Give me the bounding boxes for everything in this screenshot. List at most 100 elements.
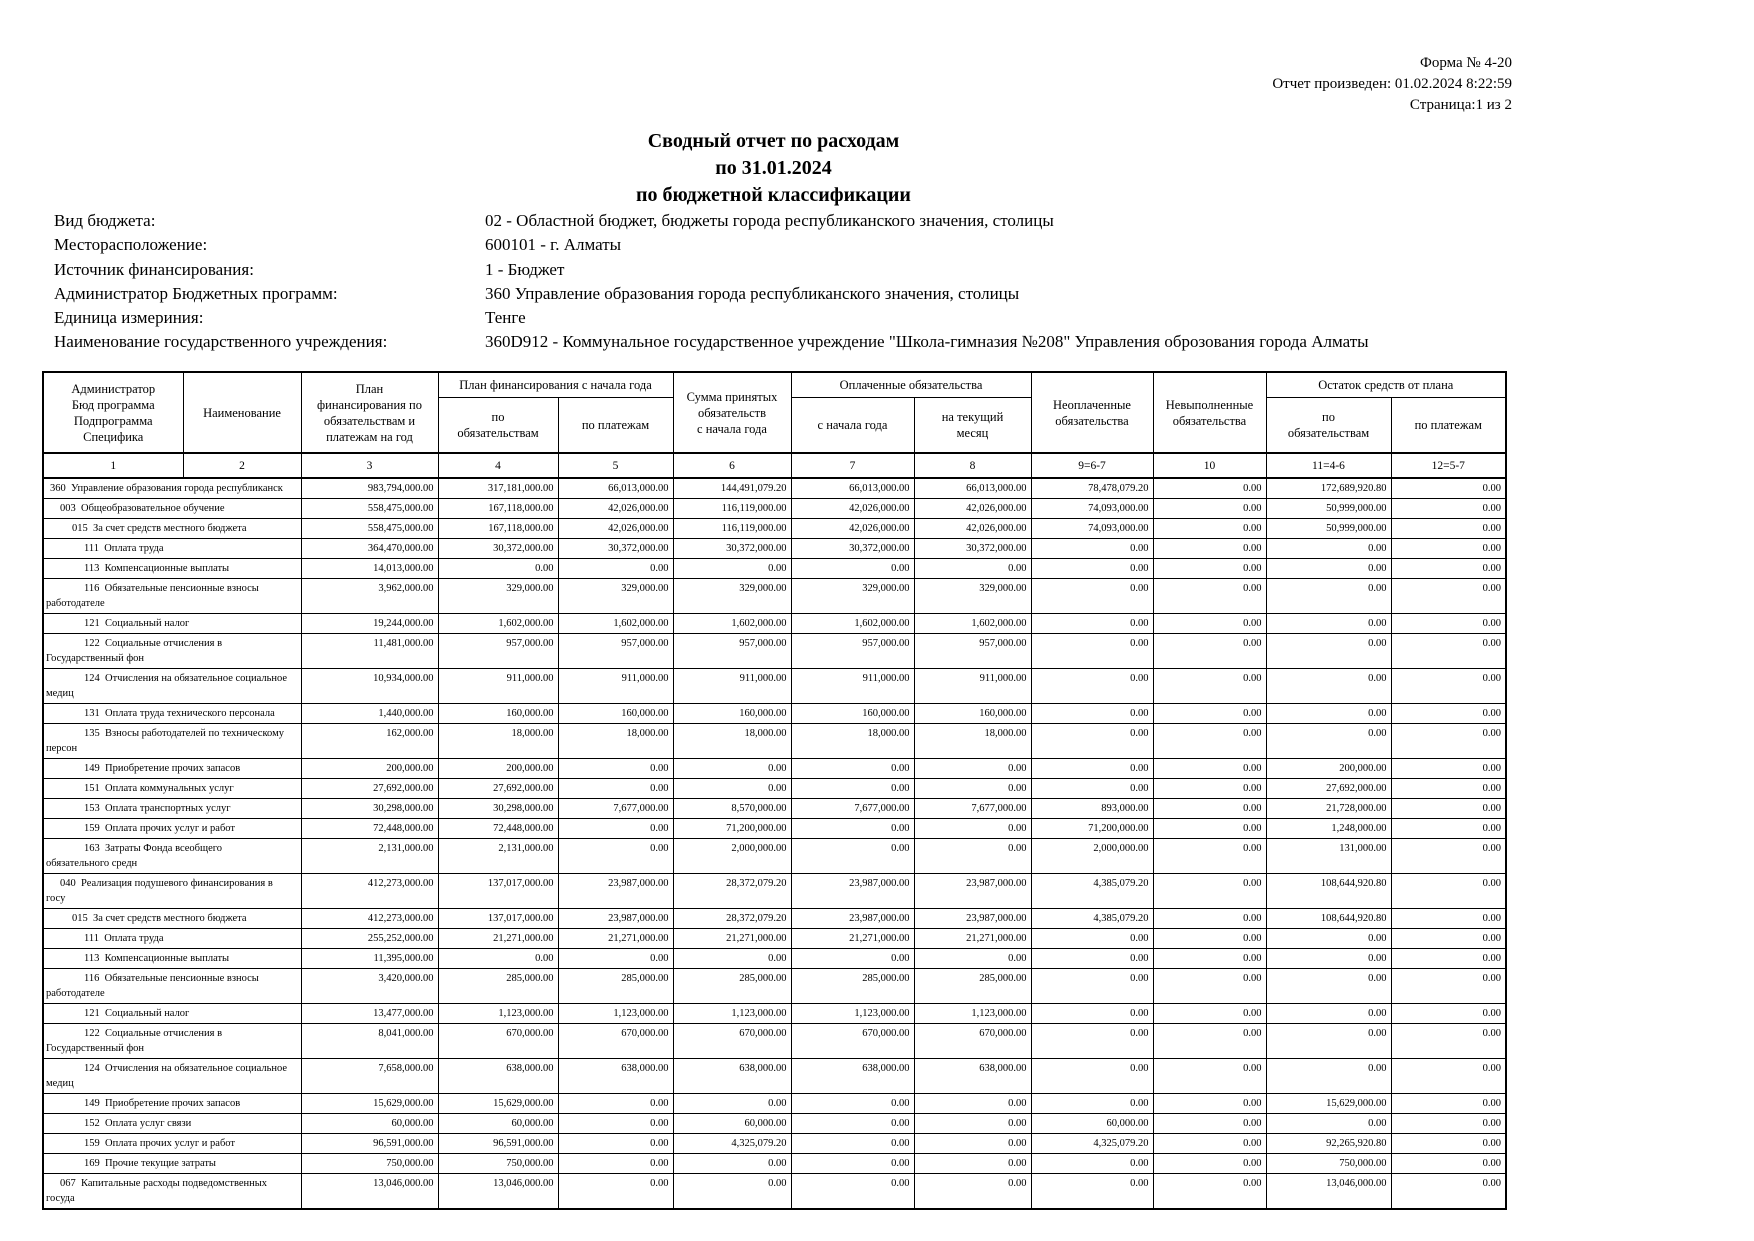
row-value: 0.00 (1265, 723, 1392, 759)
row-value: 0.00 (1152, 1058, 1267, 1094)
row-label: 121 Социальный налог (42, 1003, 302, 1024)
row-value: 0.00 (672, 948, 792, 969)
report-title: Сводный отчет по расходам по 31.01.2024 … (42, 128, 1505, 209)
row-value: 0.00 (1152, 703, 1267, 724)
row-value: 0.00 (913, 778, 1032, 799)
row-value: 0.00 (1390, 928, 1507, 949)
row-value: 0.00 (557, 1133, 674, 1154)
row-value: 4,385,079.20 (1030, 908, 1154, 929)
row-value: 7,677,000.00 (913, 798, 1032, 819)
row-value: 0.00 (1152, 668, 1267, 704)
row-value: 285,000.00 (672, 968, 792, 1004)
row-value: 0.00 (1265, 968, 1392, 1004)
col-header-paid-current-month: на текущий месяц (913, 397, 1032, 454)
table-row: 122 Социальные отчисления в Государствен… (42, 1023, 1507, 1059)
row-value: 0.00 (557, 1113, 674, 1134)
row-value: 0.00 (1152, 758, 1267, 779)
table-row: 124 Отчисления на обязательное социально… (42, 668, 1507, 704)
row-value: 13,046,000.00 (1265, 1173, 1392, 1210)
row-label: 153 Оплата транспортных услуг (42, 798, 302, 819)
form-number: Форма № 4-20 (1420, 55, 1512, 71)
row-value: 30,372,000.00 (672, 538, 792, 559)
row-value: 0.00 (672, 778, 792, 799)
row-value: 364,470,000.00 (300, 538, 439, 559)
row-label: 131 Оплата труда технического персонала (42, 703, 302, 724)
table-row: 152 Оплата услуг связи 60,000.00 60,000.00… (42, 1113, 1507, 1134)
meta-label: Источник финансирования: (54, 259, 254, 279)
row-value: 0.00 (1390, 908, 1507, 929)
col-number: 2 (182, 452, 302, 479)
row-value: 18,000.00 (557, 723, 674, 759)
col-number: 1 (42, 452, 184, 479)
row-value: 1,602,000.00 (672, 613, 792, 634)
row-value: 13,046,000.00 (300, 1173, 439, 1210)
col-header-unfulfilled: Невыполненные обязательства (1152, 371, 1267, 454)
row-value: 0.00 (1152, 908, 1267, 929)
row-label: 360 Управление образования города респуб… (42, 477, 302, 499)
col-number: 3 (300, 452, 439, 479)
row-value: 750,000.00 (1265, 1153, 1392, 1174)
row-value: 42,026,000.00 (913, 498, 1032, 519)
row-label: 135 Взносы работодателей по техническому… (42, 723, 302, 759)
row-label: 152 Оплата услуг связи (42, 1113, 302, 1134)
row-value: 21,271,000.00 (913, 928, 1032, 949)
row-value: 0.00 (790, 1173, 915, 1210)
row-value: 1,123,000.00 (913, 1003, 1032, 1024)
row-value: 8,041,000.00 (300, 1023, 439, 1059)
row-value: 4,325,079.20 (1030, 1133, 1154, 1154)
row-value: 957,000.00 (790, 633, 915, 669)
group-header-plan-ytd: План финансирования с начала года (437, 371, 674, 398)
meta-value: 600101 - г. Алматы (485, 235, 622, 255)
row-value: 0.00 (1390, 668, 1507, 704)
row-value: 2,131,000.00 (437, 838, 559, 874)
row-value: 329,000.00 (437, 578, 559, 614)
table-row: 015 За счет средств местного бюджета 412,… (42, 908, 1507, 929)
row-value: 0.00 (1390, 538, 1507, 559)
row-value: 0.00 (1390, 1133, 1507, 1154)
row-value: 911,000.00 (790, 668, 915, 704)
meta-value: 360D912 - Коммунальное государственное у… (485, 332, 1369, 352)
row-value: 0.00 (1265, 948, 1392, 969)
row-value: 1,248,000.00 (1265, 818, 1392, 839)
row-value: 0.00 (1152, 778, 1267, 799)
row-value: 0.00 (437, 558, 559, 579)
row-value: 0.00 (1390, 518, 1507, 539)
row-value: 74,093,000.00 (1030, 518, 1154, 539)
row-value: 0.00 (672, 1153, 792, 1174)
row-value: 0.00 (1390, 558, 1507, 579)
row-value: 92,265,920.80 (1265, 1133, 1392, 1154)
row-label: 116 Обязательные пенсионные взносы работ… (42, 968, 302, 1004)
row-value: 10,934,000.00 (300, 668, 439, 704)
row-value: 18,000.00 (672, 723, 792, 759)
row-value: 0.00 (1265, 1023, 1392, 1059)
row-label: 163 Затраты Фонда всеобщего обязательног… (42, 838, 302, 874)
col-header-paid-ytd: с начала года (790, 397, 915, 454)
row-value: 116,119,000.00 (672, 518, 792, 539)
row-value: 42,026,000.00 (557, 518, 674, 539)
table-row: 116 Обязательные пенсионные взносы работ… (42, 968, 1507, 1004)
row-value: 0.00 (1152, 1173, 1267, 1210)
row-label: 151 Оплата коммунальных услуг (42, 778, 302, 799)
row-value: 0.00 (913, 558, 1032, 579)
col-header-admin: Администратор Бюд программа Подпрограмма… (42, 371, 184, 454)
row-value: 670,000.00 (913, 1023, 1032, 1059)
col-number: 6 (672, 452, 792, 479)
row-value: 0.00 (1152, 873, 1267, 909)
row-value: 72,448,000.00 (437, 818, 559, 839)
row-value: 0.00 (1152, 818, 1267, 839)
report-title-line3: по бюджетной классификации (636, 184, 911, 206)
row-value: 19,244,000.00 (300, 613, 439, 634)
row-value: 0.00 (672, 758, 792, 779)
table-row: 360 Управление образования города респуб… (42, 477, 1507, 499)
row-label: 067 Капитальные расходы подведомственных… (42, 1173, 302, 1210)
row-value: 329,000.00 (790, 578, 915, 614)
row-value: 0.00 (1152, 1003, 1267, 1024)
row-value: 108,644,920.80 (1265, 908, 1392, 929)
row-value: 160,000.00 (913, 703, 1032, 724)
row-value: 0.00 (790, 1153, 915, 1174)
row-value: 957,000.00 (672, 633, 792, 669)
row-value: 957,000.00 (437, 633, 559, 669)
row-value: 412,273,000.00 (300, 873, 439, 909)
row-value: 3,420,000.00 (300, 968, 439, 1004)
row-value: 60,000.00 (437, 1113, 559, 1134)
